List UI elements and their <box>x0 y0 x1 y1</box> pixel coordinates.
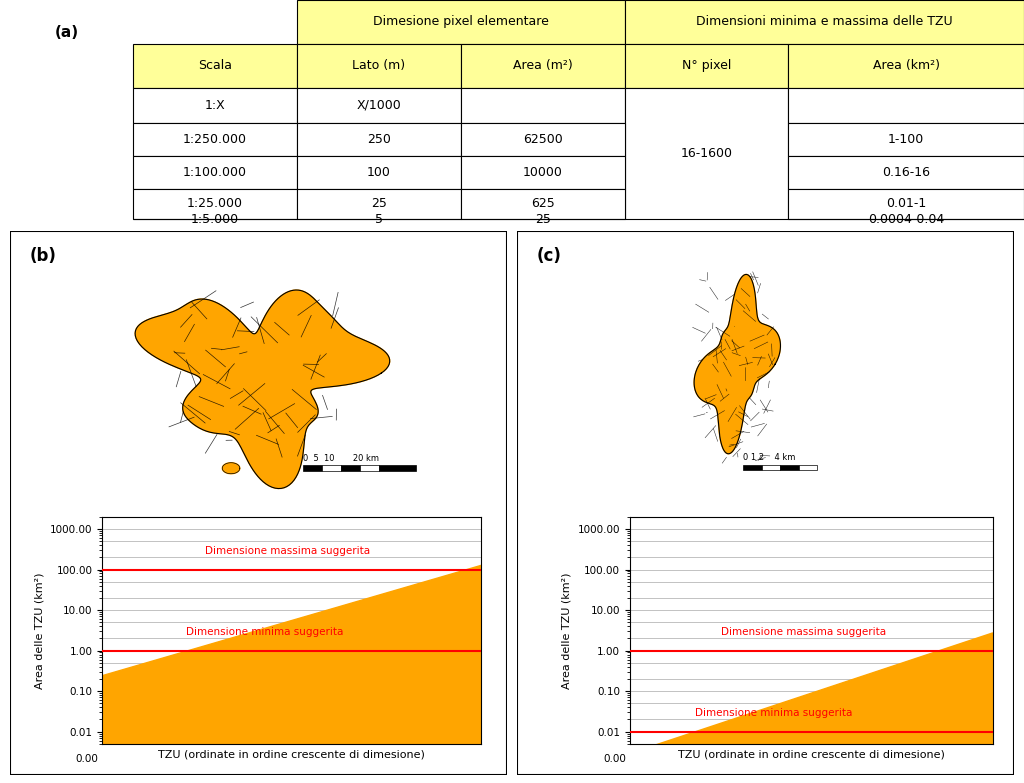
Text: 0 1 2    4 km: 0 1 2 4 km <box>743 453 796 462</box>
Bar <box>341 465 359 471</box>
Bar <box>461 123 625 156</box>
Bar <box>297 88 461 123</box>
Bar <box>788 189 1024 219</box>
Text: (b): (b) <box>30 247 57 265</box>
Text: 0.01-1: 0.01-1 <box>886 197 927 211</box>
Text: Lato (m): Lato (m) <box>352 60 406 72</box>
Text: X/1000: X/1000 <box>356 99 401 112</box>
Bar <box>133 123 297 156</box>
Text: 625: 625 <box>530 197 555 211</box>
Text: N° pixel: N° pixel <box>682 60 731 72</box>
Text: 1:100.000: 1:100.000 <box>183 165 247 179</box>
Text: (a): (a) <box>54 25 79 41</box>
Text: 62500: 62500 <box>523 132 562 146</box>
Bar <box>297 189 461 219</box>
X-axis label: TZU (ordinate in ordine crescente di dimesione): TZU (ordinate in ordine crescente di dim… <box>678 749 945 760</box>
Bar <box>303 465 322 471</box>
Text: 1:X: 1:X <box>205 99 225 112</box>
Bar <box>133 156 297 189</box>
Text: 0.16-16: 0.16-16 <box>883 165 930 179</box>
Bar <box>133 88 297 123</box>
Y-axis label: Area delle TZU (km²): Area delle TZU (km²) <box>562 572 572 688</box>
Text: Dimesione pixel elementare: Dimesione pixel elementare <box>373 16 549 28</box>
Text: 0.0004-0.04: 0.0004-0.04 <box>868 213 944 226</box>
Text: 1:25.000: 1:25.000 <box>187 197 243 211</box>
Text: 1:250.000: 1:250.000 <box>183 132 247 146</box>
Bar <box>788 123 1024 156</box>
Text: Area (km²): Area (km²) <box>872 60 940 72</box>
Text: 0.00: 0.00 <box>603 754 626 764</box>
Bar <box>743 464 762 470</box>
Bar <box>297 44 461 88</box>
Bar <box>297 123 461 156</box>
Text: 25: 25 <box>535 213 551 226</box>
Text: 100: 100 <box>367 165 391 179</box>
Bar <box>461 189 625 219</box>
Bar <box>297 156 461 189</box>
Bar <box>762 464 780 470</box>
Text: 5: 5 <box>375 213 383 226</box>
Bar <box>788 88 1024 123</box>
Text: 250: 250 <box>367 132 391 146</box>
Text: Dimensione massima suggerita: Dimensione massima suggerita <box>721 626 886 637</box>
Bar <box>461 88 625 123</box>
Bar <box>322 465 341 471</box>
Bar <box>780 464 799 470</box>
Text: 25: 25 <box>371 197 387 211</box>
Bar <box>788 156 1024 189</box>
Text: 16-1600: 16-1600 <box>681 147 732 160</box>
Text: 10000: 10000 <box>523 165 562 179</box>
Bar <box>625 88 788 219</box>
Text: (c): (c) <box>537 247 562 265</box>
Polygon shape <box>694 274 780 453</box>
Text: 1-100: 1-100 <box>888 132 925 146</box>
Bar <box>461 44 625 88</box>
Bar <box>625 0 1024 44</box>
Text: 1:5.000: 1:5.000 <box>191 213 239 226</box>
Bar <box>297 0 625 44</box>
Polygon shape <box>222 463 240 474</box>
Text: Area (m²): Area (m²) <box>513 60 572 72</box>
Bar <box>799 464 817 470</box>
Text: Dimensione minima suggerita: Dimensione minima suggerita <box>695 708 853 718</box>
Bar <box>379 465 417 471</box>
Bar <box>359 465 379 471</box>
Text: 0.00: 0.00 <box>76 754 98 764</box>
Text: Scala: Scala <box>198 60 232 72</box>
Text: Dimensione minima suggerita: Dimensione minima suggerita <box>185 626 343 637</box>
Bar <box>461 156 625 189</box>
Polygon shape <box>135 290 390 489</box>
Text: Dimensione massima suggerita: Dimensione massima suggerita <box>205 546 370 556</box>
Bar <box>788 44 1024 88</box>
Text: Dimensioni minima e massima delle TZU: Dimensioni minima e massima delle TZU <box>696 16 952 28</box>
Text: 0  5  10       20 km: 0 5 10 20 km <box>303 454 379 463</box>
X-axis label: TZU (ordinate in ordine crescente di dimesione): TZU (ordinate in ordine crescente di dim… <box>159 749 425 760</box>
Y-axis label: Area delle TZU (km²): Area delle TZU (km²) <box>35 572 45 688</box>
Bar <box>133 44 297 88</box>
Bar <box>133 189 297 219</box>
Bar <box>625 44 788 88</box>
